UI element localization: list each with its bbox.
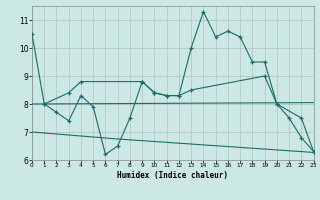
X-axis label: Humidex (Indice chaleur): Humidex (Indice chaleur) — [117, 171, 228, 180]
